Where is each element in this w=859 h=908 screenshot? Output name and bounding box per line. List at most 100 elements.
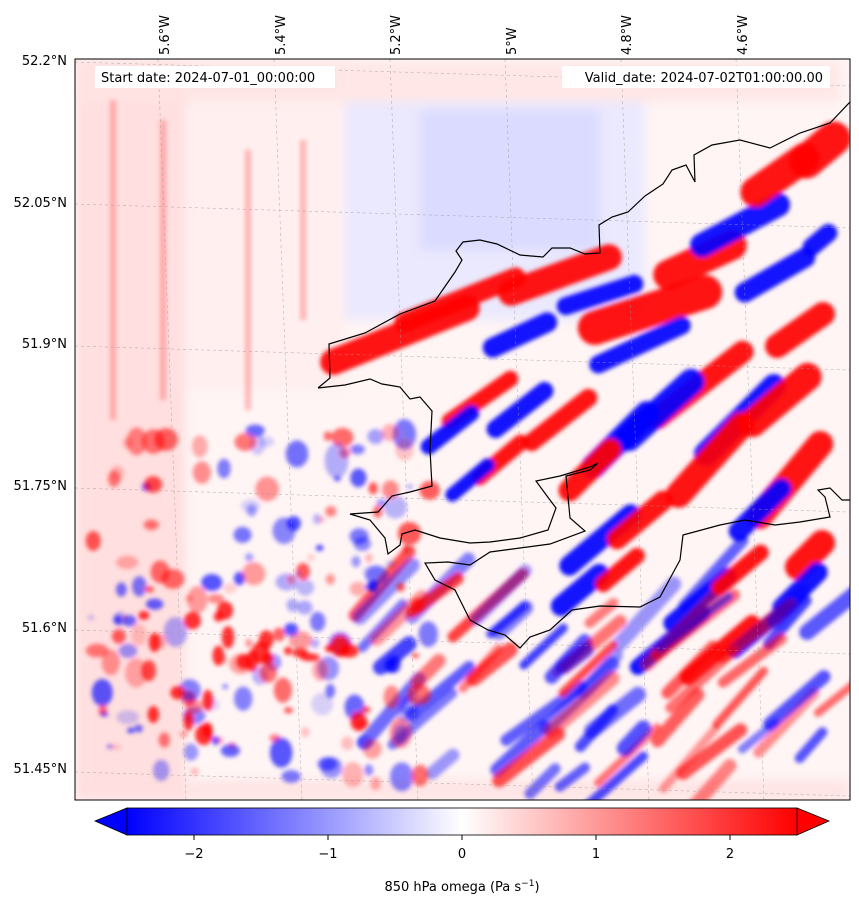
noise-cell bbox=[258, 630, 274, 650]
wave-band bbox=[799, 583, 850, 641]
noise-cell bbox=[395, 438, 414, 461]
noise-cell bbox=[143, 519, 159, 531]
lat-label-52.05n: 52.05°N bbox=[14, 196, 67, 211]
noise-cell bbox=[113, 615, 123, 625]
colorbar-max-extend bbox=[796, 807, 831, 836]
noise-cell bbox=[288, 631, 313, 650]
wave-band bbox=[492, 727, 566, 788]
wave-band bbox=[577, 275, 723, 345]
wave-band bbox=[584, 598, 619, 629]
latitude-labels: 52.2°N 52.05°N 51.9°N 51.75°N 51.6°N 51.… bbox=[14, 54, 67, 777]
wave-band bbox=[656, 592, 733, 653]
wave-band bbox=[661, 640, 719, 699]
wave-band bbox=[616, 720, 652, 757]
noise-cell bbox=[85, 643, 109, 658]
noise-cell bbox=[396, 706, 420, 723]
noise-cell bbox=[202, 689, 214, 711]
noise-cell bbox=[275, 573, 299, 591]
noise-cell bbox=[296, 600, 313, 615]
noise-cell bbox=[284, 646, 293, 655]
wave-band bbox=[717, 633, 787, 688]
noise-cell bbox=[363, 565, 384, 579]
noise-cell bbox=[191, 435, 208, 458]
wave-bands bbox=[320, 121, 850, 800]
noise-cell bbox=[269, 737, 293, 768]
noise-cell bbox=[179, 731, 188, 738]
noise-cell bbox=[246, 649, 258, 672]
noise-cell bbox=[296, 578, 315, 596]
coastline-north bbox=[317, 101, 850, 389]
lon-label-5.2w: 5.2°W bbox=[389, 15, 404, 55]
wave-band bbox=[425, 748, 460, 780]
noise-cell bbox=[419, 480, 440, 500]
lon-label-5w: 5°W bbox=[505, 27, 520, 55]
wave-band bbox=[482, 312, 558, 358]
noise-cell bbox=[192, 461, 211, 484]
noise-cell bbox=[220, 744, 240, 758]
noise-cell bbox=[223, 583, 237, 594]
noise-cell bbox=[312, 659, 328, 681]
noise-cell bbox=[376, 499, 386, 507]
noise-cell bbox=[163, 616, 188, 648]
noise-cell bbox=[126, 427, 147, 456]
noise-cell bbox=[234, 433, 257, 451]
wave-band bbox=[762, 594, 812, 650]
noise-cell bbox=[101, 649, 120, 676]
noise-cell bbox=[185, 699, 203, 714]
wave-band bbox=[486, 601, 529, 639]
map-frame bbox=[74, 58, 851, 801]
noise-cell bbox=[411, 653, 420, 659]
valid-date-label: Valid_date: 2024-07-02T01:00:00.00 bbox=[585, 71, 823, 86]
wave-band bbox=[737, 718, 780, 754]
noise-cell bbox=[292, 648, 309, 658]
wave-band bbox=[753, 687, 820, 758]
noise-cell bbox=[211, 736, 220, 746]
wave-band bbox=[665, 412, 755, 508]
noise-cell bbox=[382, 480, 399, 499]
coastline bbox=[317, 101, 850, 649]
noise-cell bbox=[233, 526, 252, 543]
noise-cell bbox=[307, 553, 315, 562]
wave-band bbox=[544, 671, 620, 739]
wave-band bbox=[734, 247, 816, 303]
noise-cell bbox=[246, 504, 257, 517]
noise-cell bbox=[390, 762, 414, 792]
noise-cell bbox=[183, 743, 199, 761]
noise-cell bbox=[141, 429, 165, 454]
noise-cell bbox=[233, 571, 245, 586]
noise-cell bbox=[383, 685, 400, 709]
noise-cell bbox=[245, 553, 254, 562]
noise-cell bbox=[234, 686, 253, 711]
noise-cell bbox=[368, 482, 378, 495]
noise-cell bbox=[315, 544, 324, 551]
noise-cell bbox=[350, 711, 367, 732]
coastline-south bbox=[317, 378, 850, 649]
noise-cell bbox=[287, 575, 295, 584]
noise-cell bbox=[325, 573, 336, 585]
noise-cell bbox=[406, 484, 413, 489]
noise-cell bbox=[367, 595, 374, 603]
wave-band bbox=[589, 316, 691, 374]
wave-band bbox=[555, 642, 594, 675]
noise-cell bbox=[383, 495, 407, 519]
noise-cell bbox=[91, 678, 113, 707]
noise-cell bbox=[262, 652, 274, 665]
colorbar-tick-label: −2 bbox=[184, 847, 203, 862]
wave-band bbox=[559, 504, 641, 576]
noise-cell bbox=[259, 662, 277, 683]
noise-cell bbox=[212, 645, 225, 666]
wave-band bbox=[728, 478, 792, 542]
noise-cell bbox=[116, 710, 139, 725]
noise-cell bbox=[245, 638, 253, 648]
noise-cell bbox=[161, 569, 185, 589]
noise-cell bbox=[85, 530, 101, 551]
wave-band bbox=[607, 490, 673, 550]
omega-field: Start date: 2024-07-01_00:00:00 Valid_da… bbox=[75, 59, 850, 800]
noise-cell bbox=[365, 553, 373, 563]
colorbar-ramp bbox=[126, 807, 798, 836]
wave-band bbox=[577, 648, 623, 699]
wave-band bbox=[405, 661, 475, 722]
wave-band bbox=[554, 762, 590, 792]
lon-label-4.8w: 4.8°W bbox=[620, 15, 635, 55]
